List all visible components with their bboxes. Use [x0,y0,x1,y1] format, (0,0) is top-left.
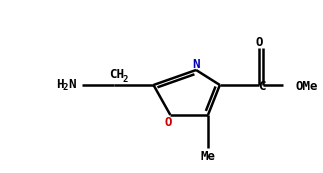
Text: O: O [256,37,263,49]
Text: N: N [68,78,76,90]
Text: OMe: OMe [295,80,318,93]
Text: 2: 2 [123,75,128,84]
Text: N: N [192,58,200,71]
Text: CH: CH [109,69,124,81]
Text: O: O [165,116,172,129]
Text: C: C [258,80,265,93]
Text: 2: 2 [62,84,68,93]
Text: Me: Me [201,149,215,162]
Text: H: H [57,78,64,90]
